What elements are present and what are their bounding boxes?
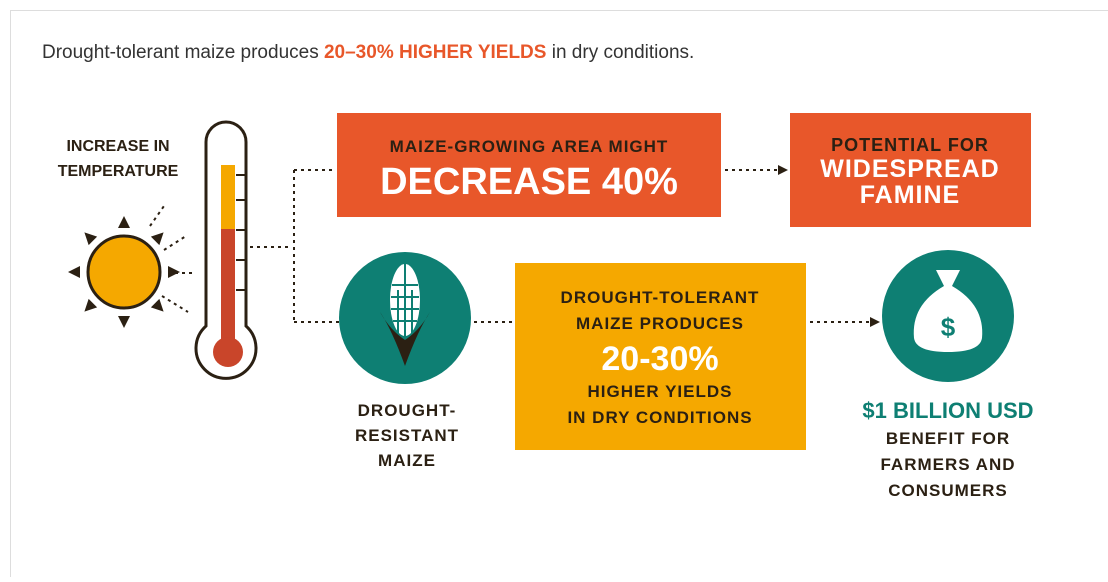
headline-text: in dry conditions. (546, 42, 694, 63)
famine-text: POTENTIAL FOR (831, 135, 989, 155)
yield-text: DROUGHT-TOLERANT (561, 288, 760, 307)
money-icon: $ (882, 250, 1014, 382)
benefit-text: BENEFIT FOR (886, 429, 1010, 448)
temperature-label: INCREASE IN (66, 138, 169, 155)
yield-text: MAIZE PRODUCES (576, 314, 744, 333)
benefit-text: FARMERS AND (880, 455, 1015, 474)
corn-icon (339, 252, 471, 384)
yield-text: IN DRY CONDITIONS (567, 408, 752, 427)
benefit-text: CONSUMERS (888, 481, 1008, 500)
benefit-amount: $1 BILLION USD (862, 398, 1033, 423)
yield-text: HIGHER YIELDS (588, 382, 733, 401)
headline-text: Drought-tolerant maize produces (42, 42, 324, 63)
area-highlight: DECREASE 40% (380, 161, 678, 203)
maize-label: MAIZE (378, 451, 436, 470)
yield-highlight: 20-30% (601, 340, 718, 378)
thermometer (196, 122, 256, 378)
maize-label: RESISTANT (355, 426, 459, 445)
maize-label: DROUGHT- (358, 401, 457, 420)
headline-highlight: 20–30% HIGHER YIELDS (324, 42, 546, 63)
money-symbol: $ (941, 312, 956, 342)
famine-highlight: WIDESPREAD (820, 155, 999, 183)
famine-highlight: FAMINE (860, 181, 960, 209)
area-text: MAIZE-GROWING AREA MIGHT (390, 137, 669, 156)
temperature-label: TEMPERATURE (58, 163, 179, 180)
headline: Drought-tolerant maize produces 20–30% H… (42, 42, 694, 63)
